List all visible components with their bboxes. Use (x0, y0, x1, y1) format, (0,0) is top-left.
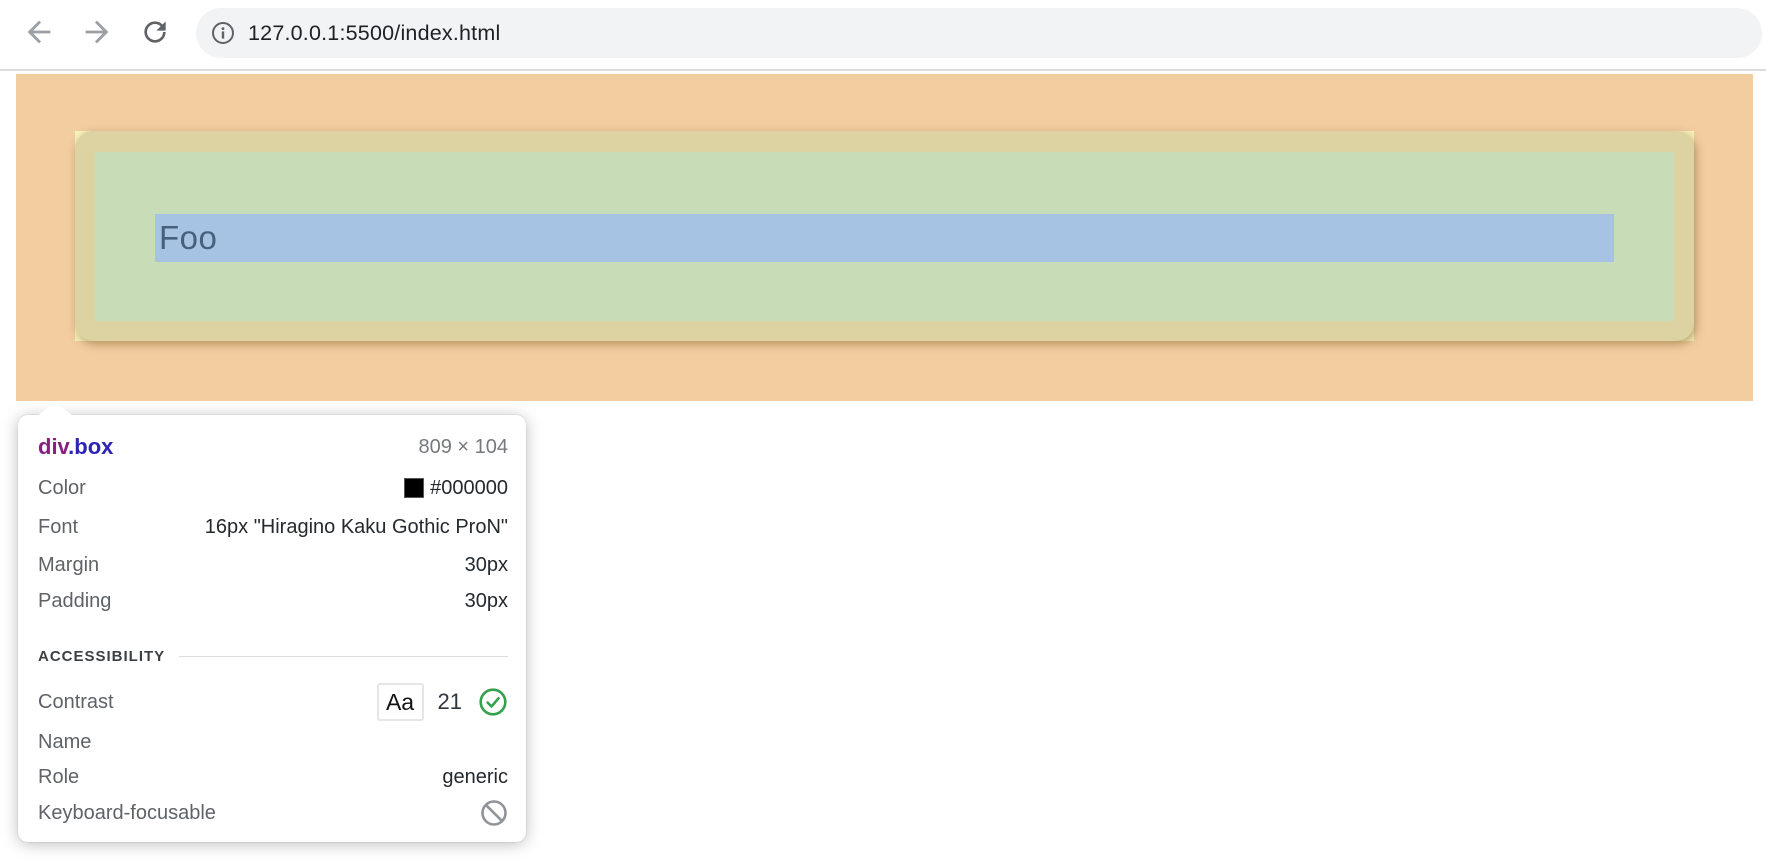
back-arrow-icon (22, 15, 56, 49)
section-divider (179, 655, 508, 657)
reload-icon (139, 16, 171, 48)
inspect-content-overlay: Foo (155, 214, 1614, 262)
selector-class: .box (68, 434, 114, 459)
color-label: Color (38, 476, 86, 499)
color-swatch (404, 478, 425, 498)
font-row: Font 16px "Hiragino Kaku Gothic ProN" (38, 513, 508, 541)
margin-value: 30px (464, 553, 508, 576)
site-info-icon[interactable] (211, 21, 235, 45)
element-dimensions: 809 × 104 (418, 435, 508, 458)
role-row: Role generic (38, 763, 508, 791)
font-label: Font (38, 515, 79, 538)
color-value: #000000 (430, 476, 508, 499)
keyboard-focusable-row: Keyboard-focusable (38, 799, 508, 827)
margin-label: Margin (38, 553, 100, 576)
reload-button[interactable] (136, 13, 174, 51)
tooltip-arrow (37, 402, 73, 416)
name-row: Name (38, 728, 508, 756)
page-text: Foo (159, 219, 218, 256)
forward-arrow-icon (80, 15, 114, 49)
forward-button[interactable] (78, 13, 116, 51)
margin-row: Margin 30px (38, 551, 508, 579)
contrast-row: Contrast Aa 21 (38, 682, 508, 722)
address-bar[interactable]: 127.0.0.1:5500/index.html (196, 8, 1762, 58)
padding-value: 30px (464, 589, 508, 612)
back-button[interactable] (20, 13, 58, 51)
role-label: Role (38, 765, 80, 788)
selector-tag: div (38, 434, 69, 459)
browser-toolbar: 127.0.0.1:5500/index.html (0, 0, 1766, 71)
accessibility-section-header: ACCESSIBILITY (38, 642, 508, 670)
contrast-sample-chip: Aa (376, 683, 424, 721)
url-text[interactable]: 127.0.0.1:5500/index.html (248, 20, 501, 45)
padding-row: Padding 30px (38, 587, 508, 615)
font-value: 16px "Hiragino Kaku Gothic ProN" (204, 515, 508, 538)
name-label: Name (38, 730, 92, 753)
not-focusable-icon (480, 799, 508, 827)
padding-label: Padding (38, 589, 112, 612)
role-value: generic (442, 765, 508, 788)
tooltip-selector-row: div.box 809 × 104 (38, 433, 508, 461)
contrast-label: Contrast (38, 690, 114, 713)
keyboard-focusable-label: Keyboard-focusable (38, 801, 216, 824)
color-row: Color #000000 (38, 474, 508, 502)
element-selector: div.box (38, 434, 113, 460)
devtools-inspect-tooltip: div.box 809 × 104 Color #000000 Font 16p… (18, 402, 526, 842)
contrast-ratio: 21 (437, 689, 462, 714)
contrast-pass-check-icon (478, 687, 508, 717)
accessibility-title: ACCESSIBILITY (38, 647, 166, 665)
